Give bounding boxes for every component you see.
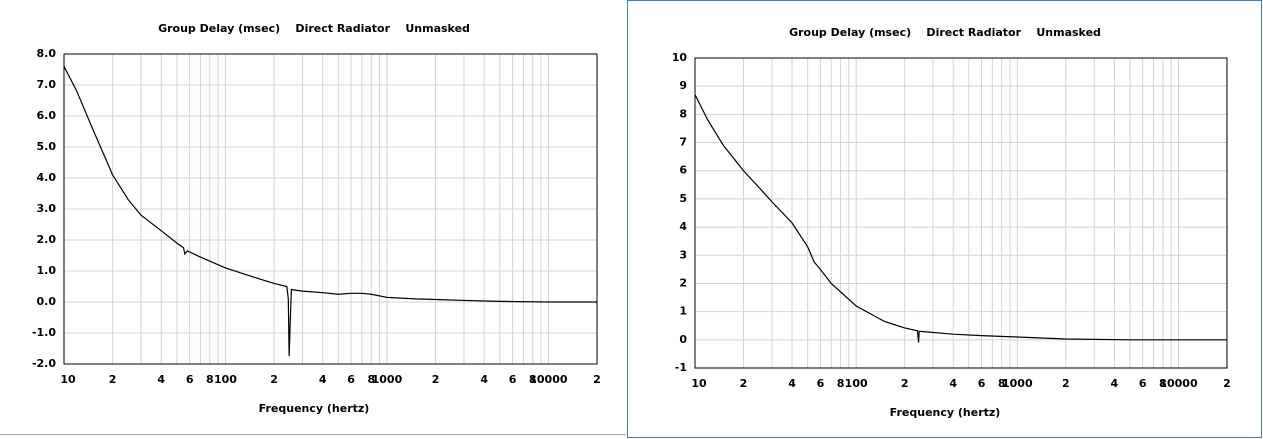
y-tick-label: 7 [679, 136, 687, 149]
y-tick-label: 5 [679, 192, 687, 205]
x-tick-label: 6 [186, 373, 194, 386]
x-tick-label: 4 [480, 373, 488, 386]
y-tick-label: 3 [679, 248, 687, 261]
x-axis-label: Frequency (hertz) [890, 406, 1001, 419]
x-tick-label: 2 [901, 377, 909, 390]
x-tick-label: 4 [319, 373, 327, 386]
y-tick-label: 8.0 [37, 47, 57, 60]
y-tick-label: 4 [679, 220, 687, 233]
y-tick-label: 0.0 [37, 295, 57, 308]
x-tick-label: 2 [270, 373, 278, 386]
x-tick-label: 8 [837, 377, 845, 390]
x-tick-label: 10000 [1159, 377, 1198, 390]
y-tick-label: 9 [679, 79, 687, 92]
y-tick-label: 2 [679, 276, 687, 289]
x-tick-label: 2 [593, 373, 601, 386]
x-tick-label: 100 [214, 373, 237, 386]
x-tick-label: 4 [157, 373, 165, 386]
x-tick-label: 8 [1159, 377, 1167, 390]
x-tick-label: 2 [1062, 377, 1070, 390]
x-tick-label: 10 [60, 373, 76, 386]
plot-area [695, 58, 1227, 368]
x-tick-label: 1000 [1002, 377, 1033, 390]
y-tick-label: 6.0 [37, 109, 57, 122]
x-tick-label: 6 [347, 373, 355, 386]
x-tick-label: 6 [817, 377, 825, 390]
plot-frame [63, 53, 598, 365]
x-tick-label: 10000 [529, 373, 568, 386]
x-tick-label: 8 [206, 373, 214, 386]
y-tick-label: -1.0 [32, 326, 56, 339]
y-tick-label: -1 [675, 361, 687, 374]
y-tick-label: 1.0 [37, 264, 57, 277]
y-tick-label: 8 [679, 107, 687, 120]
x-tick-label: 2 [1223, 377, 1231, 390]
x-axis-label: Frequency (hertz) [259, 402, 370, 415]
x-tick-label: 6 [978, 377, 986, 390]
x-tick-label: 2 [740, 377, 748, 390]
x-tick-label: 4 [949, 377, 957, 390]
x-tick-label: 8 [529, 373, 537, 386]
chart-title: Group Delay (msec) Direct Radiator Unmas… [158, 22, 470, 35]
x-tick-label: 4 [788, 377, 796, 390]
x-tick-label: 8 [367, 373, 375, 386]
x-tick-label: 2 [432, 373, 440, 386]
x-tick-label: 100 [845, 377, 868, 390]
y-tick-label: 10 [672, 51, 688, 64]
data-line [694, 94, 1227, 343]
x-tick-label: 4 [1111, 377, 1119, 390]
y-tick-label: 6 [679, 164, 687, 177]
y-tick-label: 3.0 [37, 202, 57, 215]
y-tick-label: 0 [679, 333, 687, 346]
plot-frame [694, 57, 1228, 369]
x-tick-label: 6 [1139, 377, 1147, 390]
x-tick-label: 2 [109, 373, 117, 386]
chart-title: Group Delay (msec) Direct Radiator Unmas… [789, 26, 1101, 39]
y-tick-label: -2.0 [32, 357, 56, 370]
x-tick-label: 10 [691, 377, 707, 390]
data-line [63, 66, 597, 357]
x-tick-label: 6 [509, 373, 517, 386]
y-tick-label: 1 [679, 305, 687, 318]
y-tick-label: 2.0 [37, 233, 57, 246]
y-tick-label: 4.0 [37, 171, 57, 184]
y-tick-label: 5.0 [37, 140, 57, 153]
x-tick-label: 1000 [372, 373, 403, 386]
y-tick-label: 7.0 [37, 78, 57, 91]
x-tick-label: 8 [998, 377, 1006, 390]
